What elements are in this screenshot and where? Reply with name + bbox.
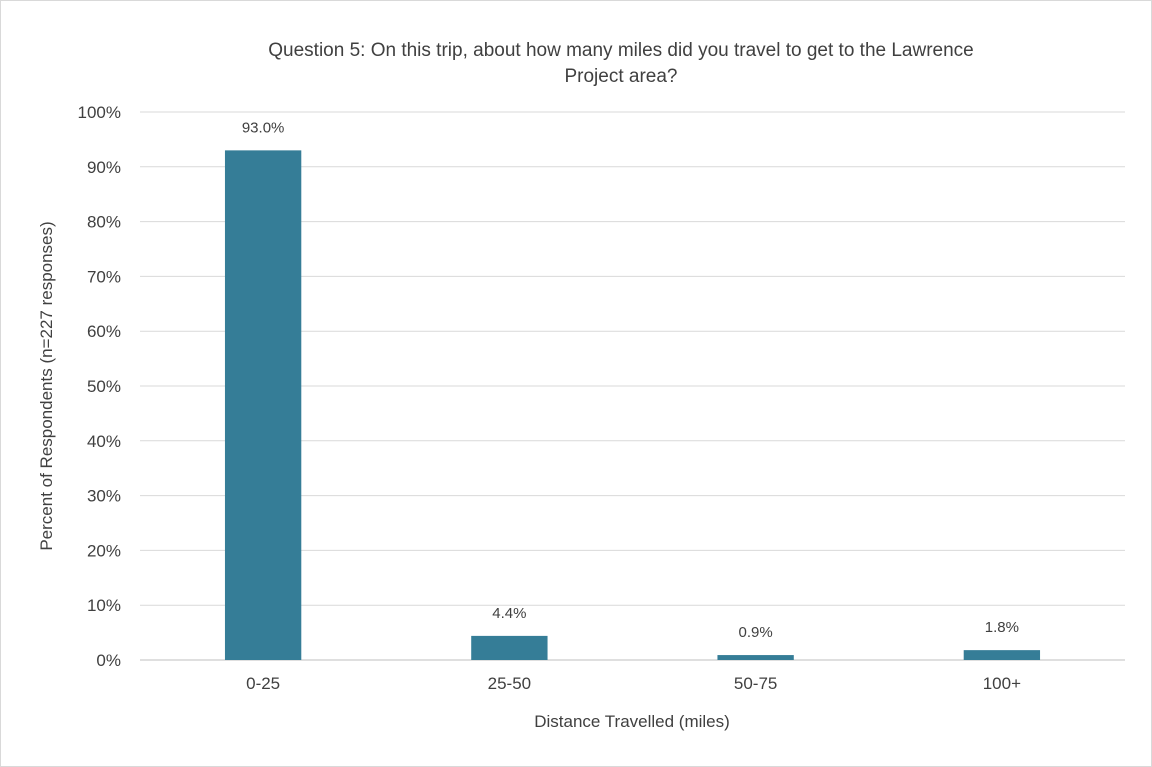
x-tick-label: 0-25 <box>246 674 280 693</box>
bar <box>963 650 1041 660</box>
x-tick-label: 100+ <box>983 674 1021 693</box>
data-label: 4.4% <box>492 605 526 622</box>
x-tick-label: 25-50 <box>488 674 531 693</box>
bar <box>224 150 302 661</box>
y-axis-label: Percent of Respondents (n=227 responses) <box>37 221 56 550</box>
data-label: 1.8% <box>985 619 1019 636</box>
bar <box>471 635 548 660</box>
y-tick-label: 40% <box>87 432 121 451</box>
y-tick-label: 70% <box>87 267 121 286</box>
y-tick-label: 100% <box>78 103 121 122</box>
x-axis-label: Distance Travelled (miles) <box>534 712 730 731</box>
y-tick-label: 20% <box>87 541 121 560</box>
data-label: 93.0% <box>242 119 285 136</box>
y-tick-label: 30% <box>87 487 121 506</box>
bar <box>717 655 794 660</box>
gridlines <box>140 111 1125 661</box>
y-axis-ticks: 0% 10% 20% 30% 40% 50% 60% 70% 80% 90% 100% <box>78 103 121 670</box>
data-labels: 93.0% 4.4% 0.9% 1.8% <box>242 119 1019 641</box>
y-tick-label: 90% <box>87 158 121 177</box>
y-tick-label: 60% <box>87 322 121 341</box>
y-tick-label: 80% <box>87 213 121 232</box>
chart-title: Question 5: On this trip, about how many… <box>101 38 1141 90</box>
bars <box>224 150 1041 661</box>
y-tick-label: 10% <box>87 596 121 615</box>
x-tick-label: 50-75 <box>734 674 777 693</box>
y-tick-label: 0% <box>96 651 121 670</box>
x-axis-ticks: 0-25 25-50 50-75 100+ <box>246 674 1021 693</box>
chart-title-line-2: Project area? <box>564 66 678 87</box>
data-label: 0.9% <box>739 624 773 641</box>
y-tick-label: 50% <box>87 377 121 396</box>
chart-title-line-1: Question 5: On this trip, about how many… <box>268 40 974 61</box>
